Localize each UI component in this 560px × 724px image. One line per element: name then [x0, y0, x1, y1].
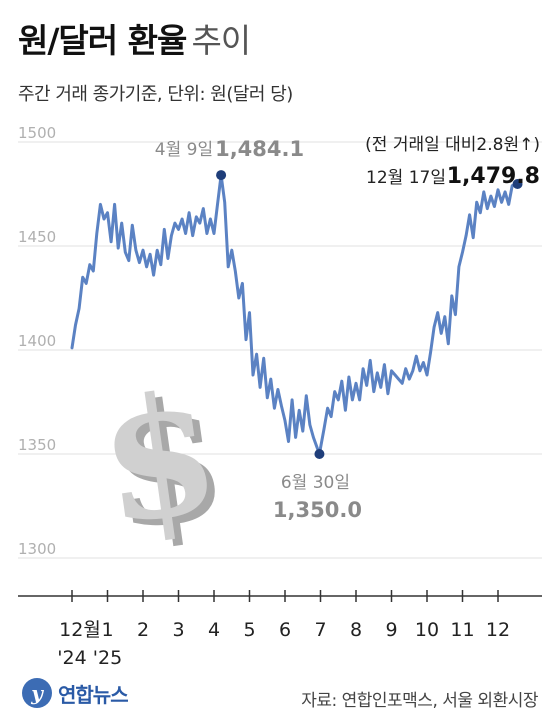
x-tick-label: 8 — [350, 619, 362, 641]
annotation-date: 12월 17일 — [366, 168, 446, 188]
x-year-label: '24 — [57, 647, 86, 669]
y-tick-label: 1450 — [18, 228, 56, 246]
x-tick-label: 5 — [243, 619, 255, 641]
annotation-marker — [512, 179, 523, 190]
annotation-note: (전 거래일 대비2.8원↑) — [365, 135, 540, 155]
x-tick-label: 9 — [385, 619, 397, 641]
title-main: 원/달러 환율 — [18, 21, 187, 60]
x-tick-label: 7 — [314, 619, 326, 641]
line-layer — [70, 173, 519, 456]
y-tick-label: 1300 — [18, 540, 56, 558]
x-tick-label: 6 — [279, 619, 291, 641]
dollar-sign-icon: $ $ — [89, 354, 238, 568]
annotation-value: 1,484.1 — [215, 137, 304, 161]
annotation-date: 4월 9일 — [155, 140, 213, 160]
title-suffix: 추이 — [191, 21, 251, 60]
axis-layer: 12월 '24 1 '25 2 3 4 5 6 7 8 9 10 11 12 — [18, 590, 542, 669]
svg-text:$: $ — [89, 354, 230, 562]
x-tick-label: 11 — [450, 619, 474, 641]
y-tick-label: 1400 — [18, 332, 56, 350]
annotation-marker — [314, 449, 325, 459]
x-tick-label: 4 — [208, 619, 220, 641]
x-tick-label: 3 — [172, 619, 184, 641]
logo-text: 연합뉴스 — [58, 682, 129, 707]
x-tick-label: 10 — [415, 619, 439, 641]
grid-layer: 1500 1450 1400 1350 1300 — [18, 124, 542, 559]
yonhap-logo: y 연합뉴스 — [22, 678, 129, 708]
source-note: 자료: 연합인포맥스, 서울 외환시장 — [301, 691, 538, 711]
yonhap-logo-icon: y — [22, 678, 52, 708]
annotation-value: 1,479.8 — [447, 164, 540, 189]
series-line — [70, 173, 519, 456]
x-year-label: '25 — [93, 647, 122, 669]
chart-subtitle: 주간 거래 종가기준, 단위: 원(달러 당) — [18, 84, 293, 105]
label-layer: 4월 9일 1,484.1 6월 30일 1,350.0 (전 거래일 대비2.8원↑)… — [155, 135, 540, 522]
x-tick-label: 1 — [101, 619, 113, 641]
svg-text:$: $ — [97, 360, 238, 568]
annotation-value: 1,350.0 — [273, 498, 362, 522]
y-tick-label: 1350 — [18, 436, 56, 454]
x-tick-label: 12월 — [59, 619, 101, 641]
x-tick-label: 12 — [486, 619, 510, 641]
chart-title: 원/달러 환율 추이 — [18, 14, 251, 62]
marker-layer — [216, 170, 523, 459]
annotation-date: 6월 30일 — [281, 473, 350, 493]
x-tick-label: 2 — [137, 619, 149, 641]
annotation-marker — [216, 170, 227, 181]
y-tick-label: 1500 — [18, 124, 56, 142]
